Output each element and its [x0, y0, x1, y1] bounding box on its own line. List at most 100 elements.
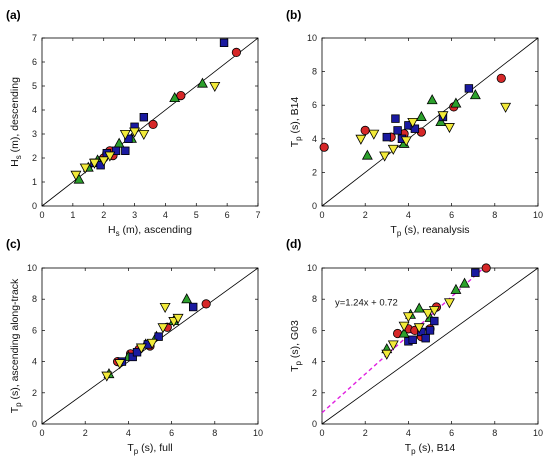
x-tick-label: 6: [449, 428, 454, 438]
blue-square-point: [96, 160, 105, 170]
x-tick-label: 10: [533, 428, 543, 438]
blue-square-point: [124, 134, 133, 143]
y-tick-label: 2: [312, 388, 317, 398]
y-tick-label: 2: [312, 167, 317, 177]
y-tick-label: 8: [312, 67, 317, 77]
x-axis-label: Tp (s), reanalysis: [390, 224, 469, 238]
identity-line: [321, 37, 539, 207]
yellow-triangle-down-point: [70, 170, 82, 181]
x-tick-label: 4: [126, 428, 131, 438]
y-tick-label: 4: [32, 357, 37, 367]
green-triangle-point: [169, 91, 181, 102]
blue-square-point: [410, 124, 420, 133]
x-tick-label: 5: [194, 210, 199, 220]
x-tick-label: 6: [449, 210, 454, 220]
yellow-triangle-down-point: [104, 151, 116, 162]
y-tick-label: 1: [32, 177, 37, 187]
x-tick-label: 0: [39, 210, 44, 220]
green-triangle-point: [181, 293, 193, 304]
y-tick-label: 6: [32, 325, 37, 335]
y-axis-label: Tp (s), G03: [289, 320, 303, 372]
panel-3: (c) 0 2 4 6 8 10 0 2 4 6 8 10 Tp (s), full Tp (s), asc…: [6, 237, 263, 456]
green-triangle-point: [450, 283, 462, 294]
green-triangle-point: [469, 89, 481, 100]
x-axis-label: Tp (s), full: [127, 442, 172, 456]
x-tick-label: 7: [255, 210, 260, 220]
yellow-triangle-down-point: [98, 156, 110, 167]
panel-1: (a) 0 1 2 3 4 5 6 7 0 1 2 3 4 5 6 7 Hs (m), ascending Hs (…: [6, 8, 261, 238]
x-tick-label: 0: [39, 428, 44, 438]
x-tick-label: 8: [492, 210, 497, 220]
yellow-triangle-down-point: [379, 151, 391, 162]
blue-square-point: [139, 113, 149, 122]
fit-equation: y=1.24x + 0.72: [335, 297, 398, 308]
x-tick-label: 6: [225, 210, 230, 220]
blue-square-point: [121, 146, 130, 155]
red-circle-point: [319, 142, 329, 152]
yellow-triangle-down-point: [428, 306, 440, 317]
red-circle-point: [148, 119, 158, 130]
yellow-triangle-down-point: [209, 82, 221, 93]
blue-square-point: [188, 302, 198, 312]
green-triangle-point: [398, 327, 410, 338]
x-axis-label: Hs (m), ascending: [108, 224, 192, 238]
blue-square-point: [128, 352, 137, 362]
y-axis-label: Hs (m), descending: [9, 77, 23, 167]
y-axis-label: Tp (s), B14: [289, 97, 303, 148]
y-tick-label: 4: [32, 105, 37, 115]
yellow-triangle-down-point: [413, 323, 425, 334]
x-tick-label: 4: [406, 428, 411, 438]
yellow-triangle-down-point: [443, 123, 455, 134]
x-tick-label: 10: [533, 210, 543, 220]
blue-square-point: [391, 114, 400, 123]
yellow-triangle-down-point: [443, 298, 455, 309]
yellow-triangle-down-point: [398, 321, 410, 332]
blue-square-point: [382, 132, 391, 142]
green-triangle-point: [413, 302, 425, 313]
panel-label: (c): [6, 237, 21, 251]
x-axis-label: Tp (s), B14: [405, 442, 456, 456]
yellow-triangle-down-point: [129, 127, 141, 138]
y-tick-label: 0: [312, 419, 317, 429]
identity-line: [321, 267, 539, 425]
blue-square-point: [154, 332, 163, 341]
yellow-triangle-down-point: [119, 129, 131, 141]
y-tick-label: 6: [32, 57, 37, 67]
red-circle-point: [496, 73, 506, 83]
green-triangle-point: [459, 277, 471, 288]
x-tick-label: 3: [132, 210, 137, 220]
yellow-triangle-down-point: [159, 302, 171, 314]
green-triangle-point: [415, 110, 427, 121]
yellow-triangle-down-point: [172, 313, 184, 324]
yellow-triangle-down-point: [381, 349, 393, 360]
green-triangle-point: [196, 77, 208, 88]
blue-square-point: [111, 146, 121, 155]
blue-square-point: [425, 326, 435, 335]
x-tick-label: 8: [212, 428, 217, 438]
yellow-triangle-down-point: [146, 338, 158, 349]
y-tick-label: 8: [32, 294, 37, 304]
panel-2: (b) 0 2 4 6 8 10 0 2 4 6 8 10 Tp (s), reanalysis Tp (s…: [286, 8, 543, 238]
x-tick-label: 2: [101, 210, 106, 220]
y-tick-label: 10: [307, 33, 317, 43]
blue-square-point: [430, 316, 439, 326]
x-tick-label: 10: [253, 428, 263, 438]
x-tick-label: 1: [70, 210, 75, 220]
yellow-triangle-down-point: [355, 134, 367, 145]
yellow-triangle-down-point: [387, 340, 399, 351]
red-circle-point: [360, 125, 370, 135]
x-tick-label: 4: [163, 210, 168, 220]
x-tick-label: 8: [492, 428, 497, 438]
blue-square-point: [421, 333, 430, 343]
red-circle-point: [201, 299, 211, 309]
yellow-triangle-down-point: [387, 144, 399, 155]
x-tick-label: 4: [406, 210, 411, 220]
panel-label: (b): [286, 8, 301, 22]
y-tick-label: 0: [312, 201, 317, 211]
y-tick-label: 6: [312, 325, 317, 335]
blue-square-point: [464, 84, 474, 93]
blue-square-point: [471, 268, 480, 277]
red-circle-point: [481, 263, 491, 273]
blue-square-point: [393, 126, 402, 135]
